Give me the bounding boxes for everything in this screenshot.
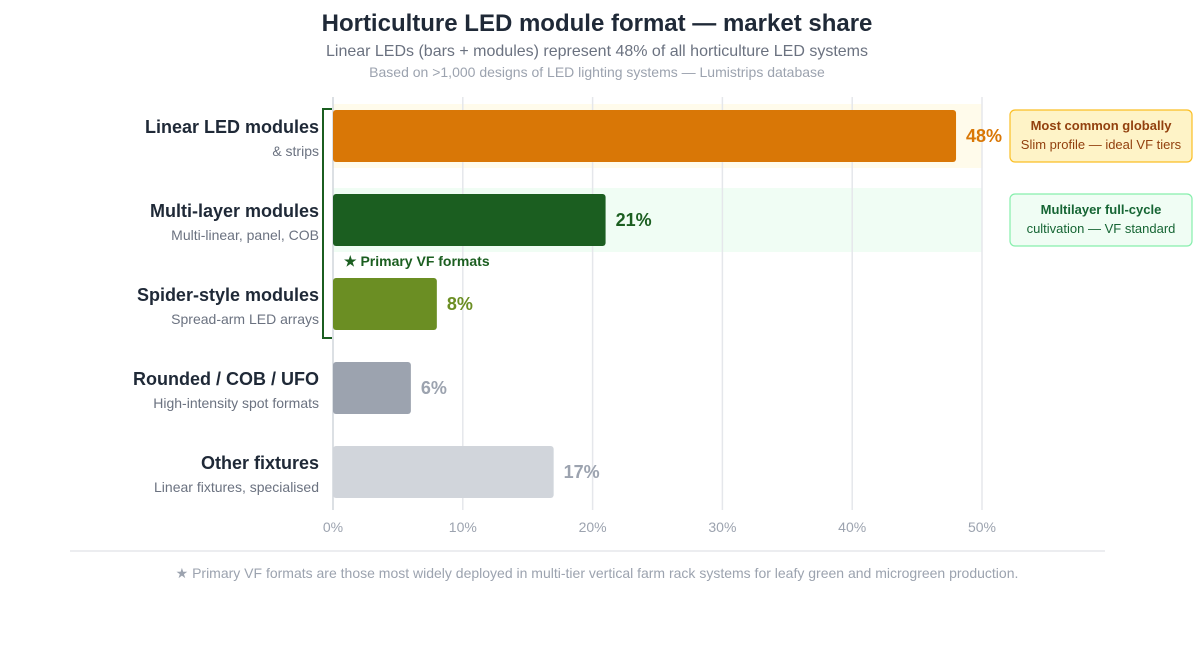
callout-body: cultivation — VF standard xyxy=(1027,221,1176,236)
bar xyxy=(333,362,411,414)
x-tick-label: 10% xyxy=(449,519,477,535)
data-label: 48% xyxy=(966,126,1002,146)
category-sublabel: Spread-arm LED arrays xyxy=(171,311,319,327)
primary-formats-bracket xyxy=(322,108,332,339)
data-label: 6% xyxy=(421,378,447,398)
chart-source: Based on >1,000 designs of LED lighting … xyxy=(369,64,825,80)
data-label: 8% xyxy=(447,294,473,314)
category-label: Rounded / COB / UFO xyxy=(133,369,319,389)
data-label: 17% xyxy=(564,462,600,482)
x-tick-label: 30% xyxy=(708,519,736,535)
x-tick-label: 0% xyxy=(323,519,343,535)
category-sublabel: & strips xyxy=(272,143,319,159)
callout-body: Slim profile — ideal VF tiers xyxy=(1021,137,1182,152)
category-sublabel: High-intensity spot formats xyxy=(153,395,319,411)
callout-title: Most common globally xyxy=(1031,118,1173,133)
x-tick-label: 20% xyxy=(579,519,607,535)
x-tick-label: 50% xyxy=(968,519,996,535)
category-sublabel: Linear fixtures, specialised xyxy=(154,479,319,495)
category-label: Linear LED modules xyxy=(145,117,319,137)
category-label: Spider-style modules xyxy=(137,285,319,305)
bar xyxy=(333,194,606,246)
bar xyxy=(333,278,437,330)
callout-box xyxy=(1009,193,1193,247)
category-label: Other fixtures xyxy=(201,453,319,473)
category-label: Multi-layer modules xyxy=(150,201,319,221)
data-label: 21% xyxy=(616,210,652,230)
bar xyxy=(333,110,957,162)
category-sublabel: Multi-linear, panel, COB xyxy=(171,227,319,243)
plot-area: 48% Linear LED modules & strips 21% Multi-la… xyxy=(133,97,1193,535)
x-tick-label: 40% xyxy=(838,519,866,535)
chart-subtitle: Linear LEDs (bars + modules) represent 4… xyxy=(326,43,868,60)
bracket-label: ★ Primary VF formats xyxy=(344,253,490,269)
bar xyxy=(333,446,554,498)
callout-box xyxy=(1009,109,1193,163)
callout-title: Multilayer full-cycle xyxy=(1041,202,1162,217)
footnote: ★ Primary VF formats are those most wide… xyxy=(176,565,1019,581)
chart-title: Horticulture LED module format — market … xyxy=(322,10,873,37)
